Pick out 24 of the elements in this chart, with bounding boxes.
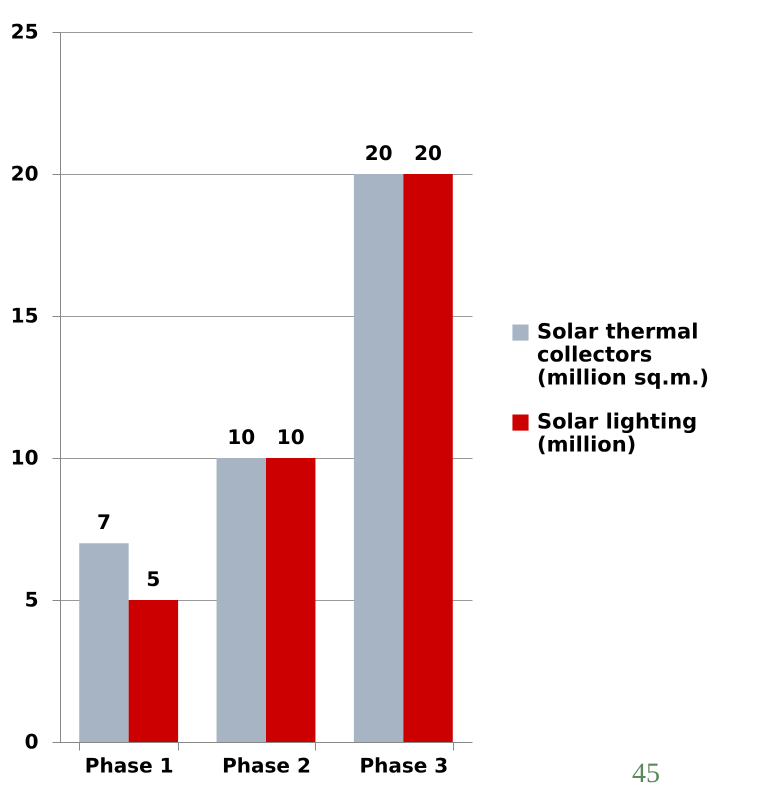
- data-label: 7: [96, 510, 111, 534]
- x-tick-label: Phase 3: [359, 754, 448, 778]
- y-tick-label: 0: [24, 730, 38, 754]
- data-label: 10: [276, 425, 305, 449]
- bar: [266, 458, 316, 742]
- legend-label: Solar thermal collectors (million sq.m.): [537, 320, 709, 390]
- y-tick-label: 10: [10, 446, 38, 470]
- data-label: 5: [146, 567, 160, 591]
- data-label: 20: [364, 141, 393, 165]
- x-tick-label: Phase 1: [84, 754, 174, 778]
- data-label: 10: [227, 425, 256, 449]
- bar: [403, 174, 453, 742]
- y-tick-label: 5: [24, 588, 38, 612]
- legend-label: Solar lighting (million): [537, 410, 698, 456]
- bar: [128, 600, 178, 742]
- data-label: 20: [414, 141, 442, 165]
- y-tick-label: 20: [10, 162, 38, 186]
- y-tick-label: 25: [10, 20, 38, 44]
- bar: [79, 543, 129, 742]
- y-tick-label: 15: [10, 304, 38, 328]
- text: 45: [632, 758, 660, 790]
- x-tick-label: Phase 2: [222, 754, 311, 778]
- bar: [216, 458, 266, 742]
- bar: [354, 174, 404, 742]
